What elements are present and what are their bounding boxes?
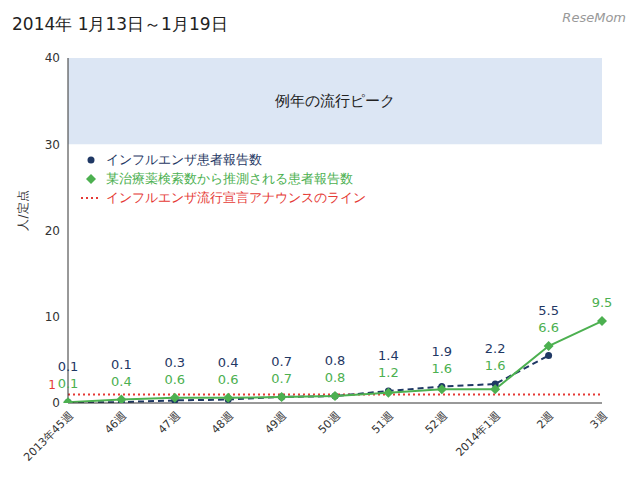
svg-text:人/定点: 人/定点 (16, 190, 30, 230)
svg-text:9.5: 9.5 (592, 295, 613, 310)
svg-text:1.6: 1.6 (431, 361, 452, 376)
html-text:某治療薬検索数から推測される患者報告数: 某治療薬検索数から推測される患者報告数 (106, 171, 353, 186)
svg-text:0.8: 0.8 (325, 370, 346, 385)
svg-text:50週: 50週 (316, 409, 343, 436)
svg-text:0.4: 0.4 (218, 355, 239, 370)
svg-text:1: 1 (48, 378, 56, 392)
svg-text:3週: 3週 (588, 409, 610, 431)
svg-text:0.7: 0.7 (271, 354, 292, 369)
svg-text:6.6: 6.6 (538, 320, 559, 335)
svg-text:1.9: 1.9 (431, 344, 452, 359)
svg-text:51週: 51週 (369, 409, 396, 436)
svg-text:46週: 46週 (102, 409, 129, 436)
svg-text:2014年1週: 2014年1週 (453, 409, 502, 458)
svg-text:2.2: 2.2 (485, 341, 506, 356)
svg-text:1.2: 1.2 (378, 365, 399, 380)
svg-text:0.8: 0.8 (325, 353, 346, 368)
svg-text:2013年45週: 2013年45週 (21, 409, 75, 463)
html-text:2014年 1月13日～1月19日: 2014年 1月13日～1月19日 (12, 14, 228, 34)
svg-text:47週: 47週 (156, 409, 183, 436)
svg-text:40: 40 (45, 51, 60, 65)
svg-text:0.1: 0.1 (111, 357, 132, 372)
html-text:ReseMom: ReseMom (562, 10, 626, 25)
svg-text:52週: 52週 (423, 409, 450, 436)
svg-text:0.7: 0.7 (271, 371, 292, 386)
svg-text:0.4: 0.4 (111, 374, 132, 389)
svg-text:0.6: 0.6 (218, 372, 239, 387)
html-text:インフルエンザ患者報告数: インフルエンザ患者報告数 (106, 152, 262, 167)
svg-text:0.1: 0.1 (58, 359, 79, 374)
svg-text:0.3: 0.3 (164, 355, 185, 370)
svg-text:10: 10 (45, 310, 60, 324)
svg-text:0: 0 (52, 396, 60, 410)
svg-text:例年の流行ピーク: 例年の流行ピーク (275, 92, 395, 110)
svg-text:0.1: 0.1 (58, 376, 79, 391)
svg-text:1.4: 1.4 (378, 348, 399, 363)
svg-text:49週: 49週 (262, 409, 289, 436)
html-text:インフルエンザ流行宣言アナウンスのライン: インフルエンザ流行宣言アナウンスのライン (106, 190, 366, 205)
svg-text:1.6: 1.6 (485, 358, 506, 373)
svg-text:2週: 2週 (534, 409, 556, 431)
svg-text:5.5: 5.5 (538, 303, 559, 318)
svg-text:0.6: 0.6 (164, 372, 185, 387)
svg-text:30: 30 (45, 138, 60, 152)
svg-text:20: 20 (45, 224, 60, 238)
svg-text:48週: 48週 (209, 409, 236, 436)
